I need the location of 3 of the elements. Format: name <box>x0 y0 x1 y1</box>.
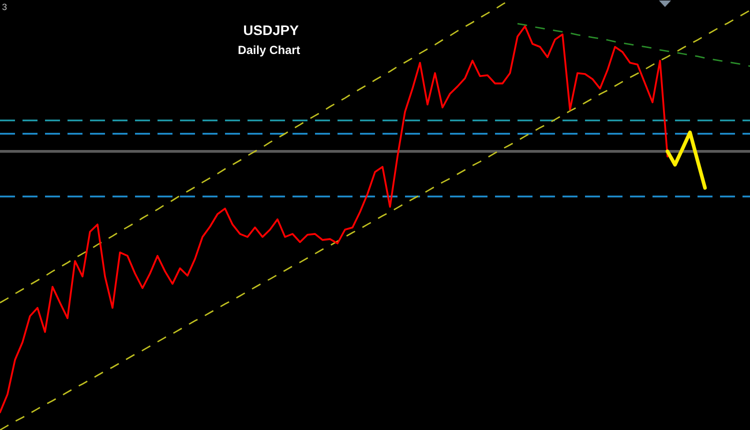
annotation: 3 <box>2 4 7 10</box>
text: Daily Chart <box>238 45 300 56</box>
text: USDJPY <box>244 25 299 36</box>
